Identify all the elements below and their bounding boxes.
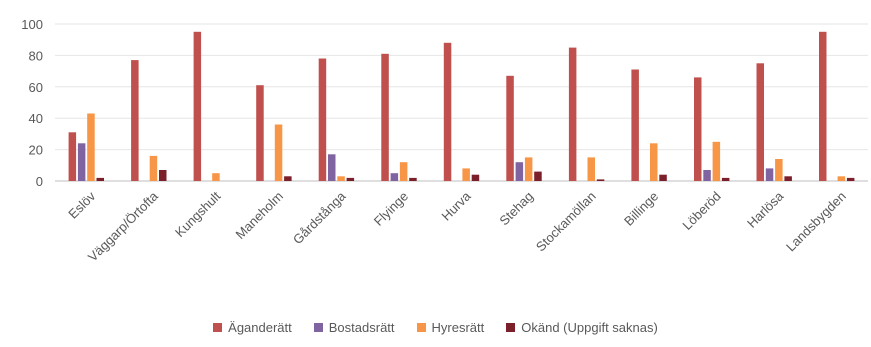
y-tick-label: 60 (29, 80, 43, 95)
legend-label: Bostadsrätt (328, 320, 395, 335)
legend-label: Okänd (Uppgift saknas) (521, 320, 658, 335)
bar (381, 53, 389, 181)
bar (77, 143, 86, 181)
legend-swatch (416, 323, 426, 332)
bar (212, 173, 220, 181)
bar (131, 60, 139, 181)
bar (96, 177, 104, 181)
legend-item-hyresratt: Hyresrätt (416, 320, 485, 335)
legend-label: Hyresrätt (431, 320, 485, 335)
bar (721, 177, 730, 181)
bar (631, 69, 639, 181)
bar (568, 47, 577, 181)
bar (471, 174, 480, 181)
bar (703, 170, 711, 181)
bar (712, 141, 721, 182)
bar (506, 75, 514, 181)
bar (515, 162, 524, 181)
bar (650, 143, 658, 181)
bar (159, 170, 167, 181)
bar (765, 168, 774, 181)
x-category-label: Stehag (496, 189, 536, 229)
x-category-label: Gårdstånga (290, 188, 349, 247)
legend-item-bostadsratt: Bostadsrätt (313, 320, 395, 335)
bar (694, 77, 702, 181)
bar (193, 31, 202, 181)
bar (775, 159, 783, 181)
bar (462, 168, 470, 181)
y-tick-label: 20 (29, 143, 43, 158)
bar (87, 113, 95, 181)
y-axis-tick-labels: 0 20 40 60 80 100 (21, 17, 43, 189)
bar (659, 174, 667, 181)
bar (390, 173, 399, 181)
x-category-label: Löberöd (679, 189, 723, 233)
x-category-label: Billinge (621, 189, 661, 229)
gridlines (55, 23, 868, 182)
legend-swatch (506, 323, 516, 332)
bars (68, 31, 855, 182)
x-category-label: Stockamöllan (533, 189, 599, 255)
bar (587, 157, 595, 181)
bar (784, 176, 792, 181)
bar (756, 63, 764, 182)
bar (524, 157, 533, 181)
legend-item-okand: Okänd (Uppgift saknas) (506, 320, 658, 335)
bar (399, 162, 408, 181)
bar (256, 85, 264, 181)
bar (337, 176, 345, 181)
bar (328, 154, 336, 181)
y-tick-label: 100 (21, 17, 43, 32)
x-category-label: Maneholm (232, 189, 286, 243)
legend-swatch (313, 323, 323, 332)
bar (284, 176, 292, 181)
bar (409, 177, 417, 181)
x-category-label: Hurva (438, 188, 474, 224)
legend: Äganderätt Bostadsrätt Hyresrätt Okänd (… (0, 320, 871, 335)
bar (274, 124, 283, 181)
bar (443, 42, 452, 181)
x-category-label: Flyinge (371, 189, 411, 229)
x-category-label: Kungshult (172, 188, 224, 240)
bar (318, 58, 327, 181)
bar (68, 132, 77, 181)
bar (837, 176, 846, 181)
y-tick-label: 80 (29, 48, 43, 63)
bar (149, 155, 158, 181)
bar (846, 177, 855, 181)
x-category-label: Landsbygden (783, 189, 849, 255)
y-tick-label: 0 (36, 174, 43, 189)
legend-label: Äganderätt (228, 320, 292, 335)
legend-swatch (213, 323, 223, 332)
bar (346, 177, 355, 181)
bar (534, 171, 542, 181)
x-category-label: Eslöv (65, 188, 98, 221)
legend-item-aganderatt: Äganderätt (213, 320, 292, 335)
y-tick-label: 40 (29, 111, 43, 126)
x-category-label: Harlösa (744, 188, 787, 231)
bar (819, 31, 827, 181)
bar (596, 179, 605, 181)
